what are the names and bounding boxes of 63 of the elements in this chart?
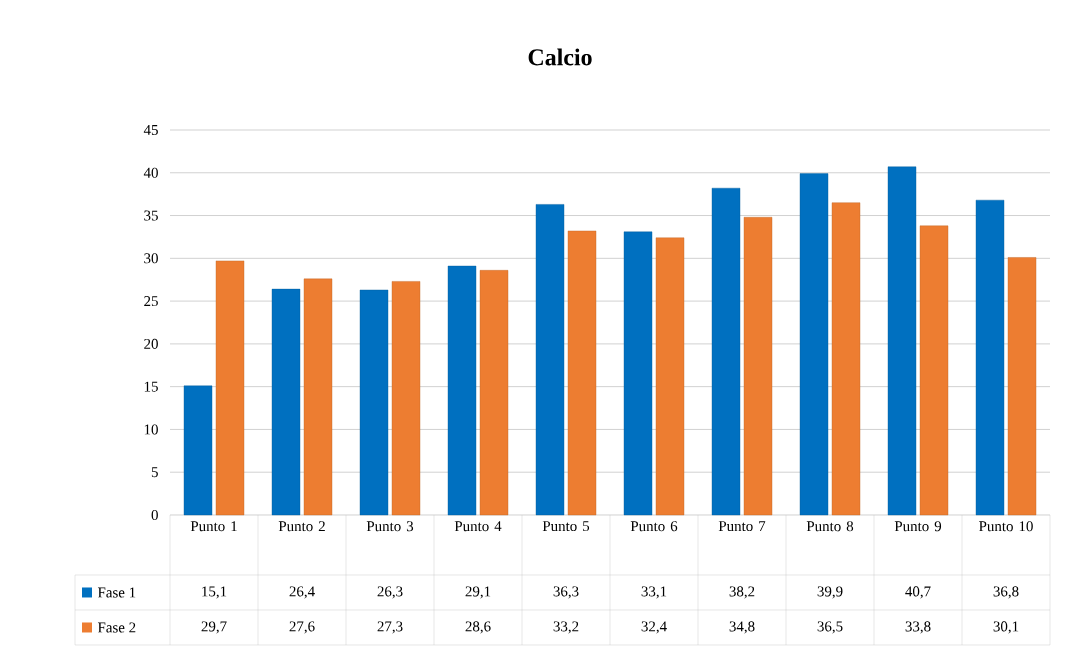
bar: [183, 385, 213, 516]
data-label: 26,4: [289, 586, 315, 599]
y-tick-label: 10: [144, 424, 158, 435]
bar: [479, 270, 509, 516]
x-tick-label: Punto 1: [190, 521, 237, 532]
data-label: 36,8: [993, 586, 1019, 599]
data-label: 27,6: [289, 621, 315, 634]
data-label: 40,7: [905, 586, 931, 599]
x-tick-label: Punto 7: [718, 521, 766, 532]
x-tick-label: Punto 3: [366, 521, 414, 532]
bar: [711, 187, 741, 516]
bar: [535, 204, 565, 516]
x-tick-label: Punto 10: [979, 521, 1033, 532]
y-tick-label: 5: [151, 467, 158, 478]
data-label: 26,3: [377, 586, 403, 599]
y-tick-label: 40: [143, 167, 158, 178]
y-tick-label: 0: [151, 509, 158, 521]
bar: [1007, 257, 1037, 516]
bar: [303, 278, 333, 516]
data-label: 30,1: [993, 621, 1019, 634]
bar: [447, 265, 477, 516]
data-label: 38,2: [729, 586, 755, 599]
y-tick-label: 35: [144, 210, 158, 221]
bar: [887, 166, 917, 516]
data-label: 36,5: [817, 621, 843, 634]
y-tick-label: 45: [143, 125, 158, 135]
data-label: 15,1: [202, 586, 227, 599]
data-label: 27,3: [377, 621, 403, 634]
x-tick-label: Punto 9: [894, 521, 942, 532]
bar: [359, 289, 389, 516]
bar: [831, 202, 861, 516]
x-tick-label: Punto 8: [806, 521, 854, 532]
bar: [975, 199, 1005, 516]
bar: [743, 217, 773, 516]
legend-label: Fase 2: [97, 622, 136, 633]
data-label: 32,4: [641, 621, 667, 634]
bar: [919, 225, 949, 516]
data-label: 29,1: [465, 586, 491, 599]
y-tick-label: 20: [144, 338, 158, 349]
bar: [623, 231, 653, 516]
bar: [391, 281, 421, 516]
bar: [271, 288, 301, 516]
x-tick-label: Punto 4: [454, 521, 502, 532]
data-label: 33,2: [553, 621, 579, 634]
chart-title: Calcio: [528, 48, 592, 66]
data-label: 29,7: [201, 621, 227, 634]
x-tick-label: Punto 6: [630, 521, 678, 532]
y-tick-label: 30: [144, 253, 158, 264]
data-label: 36,3: [553, 586, 579, 599]
data-label: 33,8: [905, 621, 931, 634]
x-tick-label: Punto 2: [278, 521, 325, 532]
x-tick-label: Punto 5: [542, 521, 590, 532]
data-label: 28,6: [465, 621, 491, 634]
bar: [655, 237, 685, 516]
legend-label: Fase 1: [97, 587, 136, 598]
y-tick-label: 15: [144, 381, 158, 392]
bar: [799, 173, 829, 516]
y-tick-label: 25: [144, 296, 158, 307]
data-label: 34,8: [729, 621, 755, 634]
bar: [567, 230, 597, 516]
data-label: 39,9: [817, 586, 843, 599]
bar: [215, 260, 245, 516]
data-label: 33,1: [641, 586, 667, 599]
